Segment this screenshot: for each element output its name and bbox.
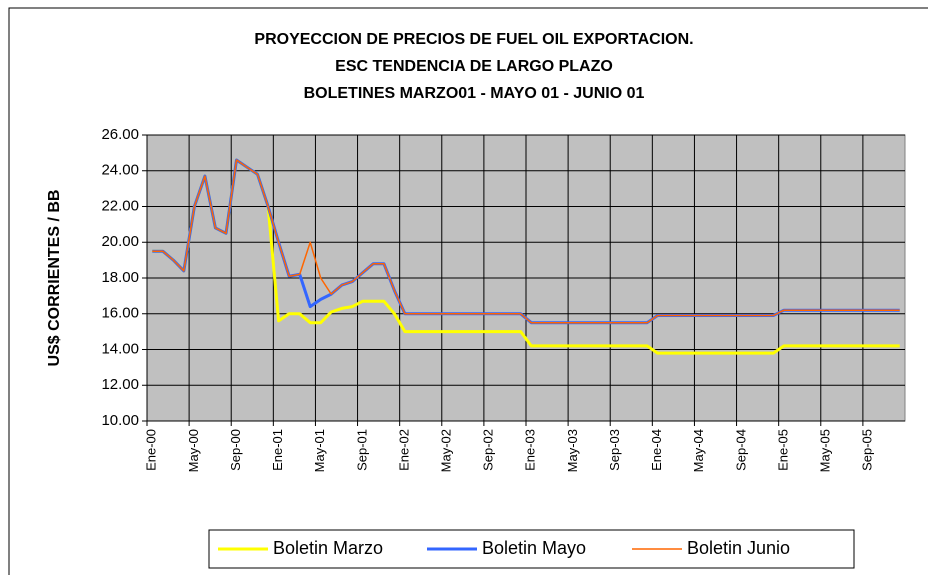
x-tick-label: Sep-05 [860, 429, 875, 471]
y-tick-label: 26.00 [101, 126, 139, 143]
x-tick-label: Sep-00 [228, 429, 243, 471]
x-tick-label: Sep-03 [607, 429, 622, 471]
x-tick-label: Ene-01 [270, 429, 285, 471]
x-tick-label: May-01 [312, 429, 327, 472]
y-tick-label: 10.00 [101, 412, 139, 429]
y-tick-label: 12.00 [101, 376, 139, 393]
x-tick-label: Sep-02 [481, 429, 496, 471]
x-tick-label: Sep-04 [733, 429, 748, 471]
y-tick-label: 18.00 [101, 269, 139, 286]
legend: Boletin Marzo Boletin Mayo Boletin Junio [208, 529, 855, 569]
chart-title: ESC TENDENCIA DE LARGO PLAZO [335, 58, 613, 75]
y-tick-label: 22.00 [101, 197, 139, 214]
legend-box [208, 529, 855, 569]
chart-title: BOLETINES MARZO01 - MAYO 01 - JUNIO 01 [304, 85, 645, 102]
series-line [152, 159, 900, 324]
series-line [152, 158, 900, 355]
x-tick-label: Ene-03 [523, 429, 538, 471]
y-tick-label: 24.00 [101, 162, 139, 179]
x-tick-label: May-00 [186, 429, 201, 472]
x-tick-label: Sep-01 [354, 429, 369, 471]
legend-label: Boletin Junio [687, 538, 790, 558]
legend-label: Boletin Marzo [273, 538, 383, 558]
chart-title: PROYECCION DE PRECIOS DE FUEL OIL EXPORT… [254, 31, 693, 48]
x-tick-label: May-02 [438, 429, 453, 472]
x-tick-label: Ene-02 [396, 429, 411, 471]
x-tick-label: Ene-04 [649, 429, 664, 471]
x-tick-label: May-03 [565, 429, 580, 472]
x-tick-label: May-05 [817, 429, 832, 472]
chart-border [8, 7, 928, 575]
x-tick-label: Ene-00 [144, 429, 159, 471]
y-axis-label: US$ CORRIENTES / BB [46, 190, 63, 367]
x-tick-label: May-04 [691, 429, 706, 472]
x-tick-label: Ene-05 [775, 429, 790, 471]
y-tick-label: 14.00 [101, 340, 139, 357]
y-tick-label: 20.00 [101, 233, 139, 250]
legend-label: Boletin Mayo [482, 538, 586, 558]
y-tick-label: 16.00 [101, 305, 139, 322]
